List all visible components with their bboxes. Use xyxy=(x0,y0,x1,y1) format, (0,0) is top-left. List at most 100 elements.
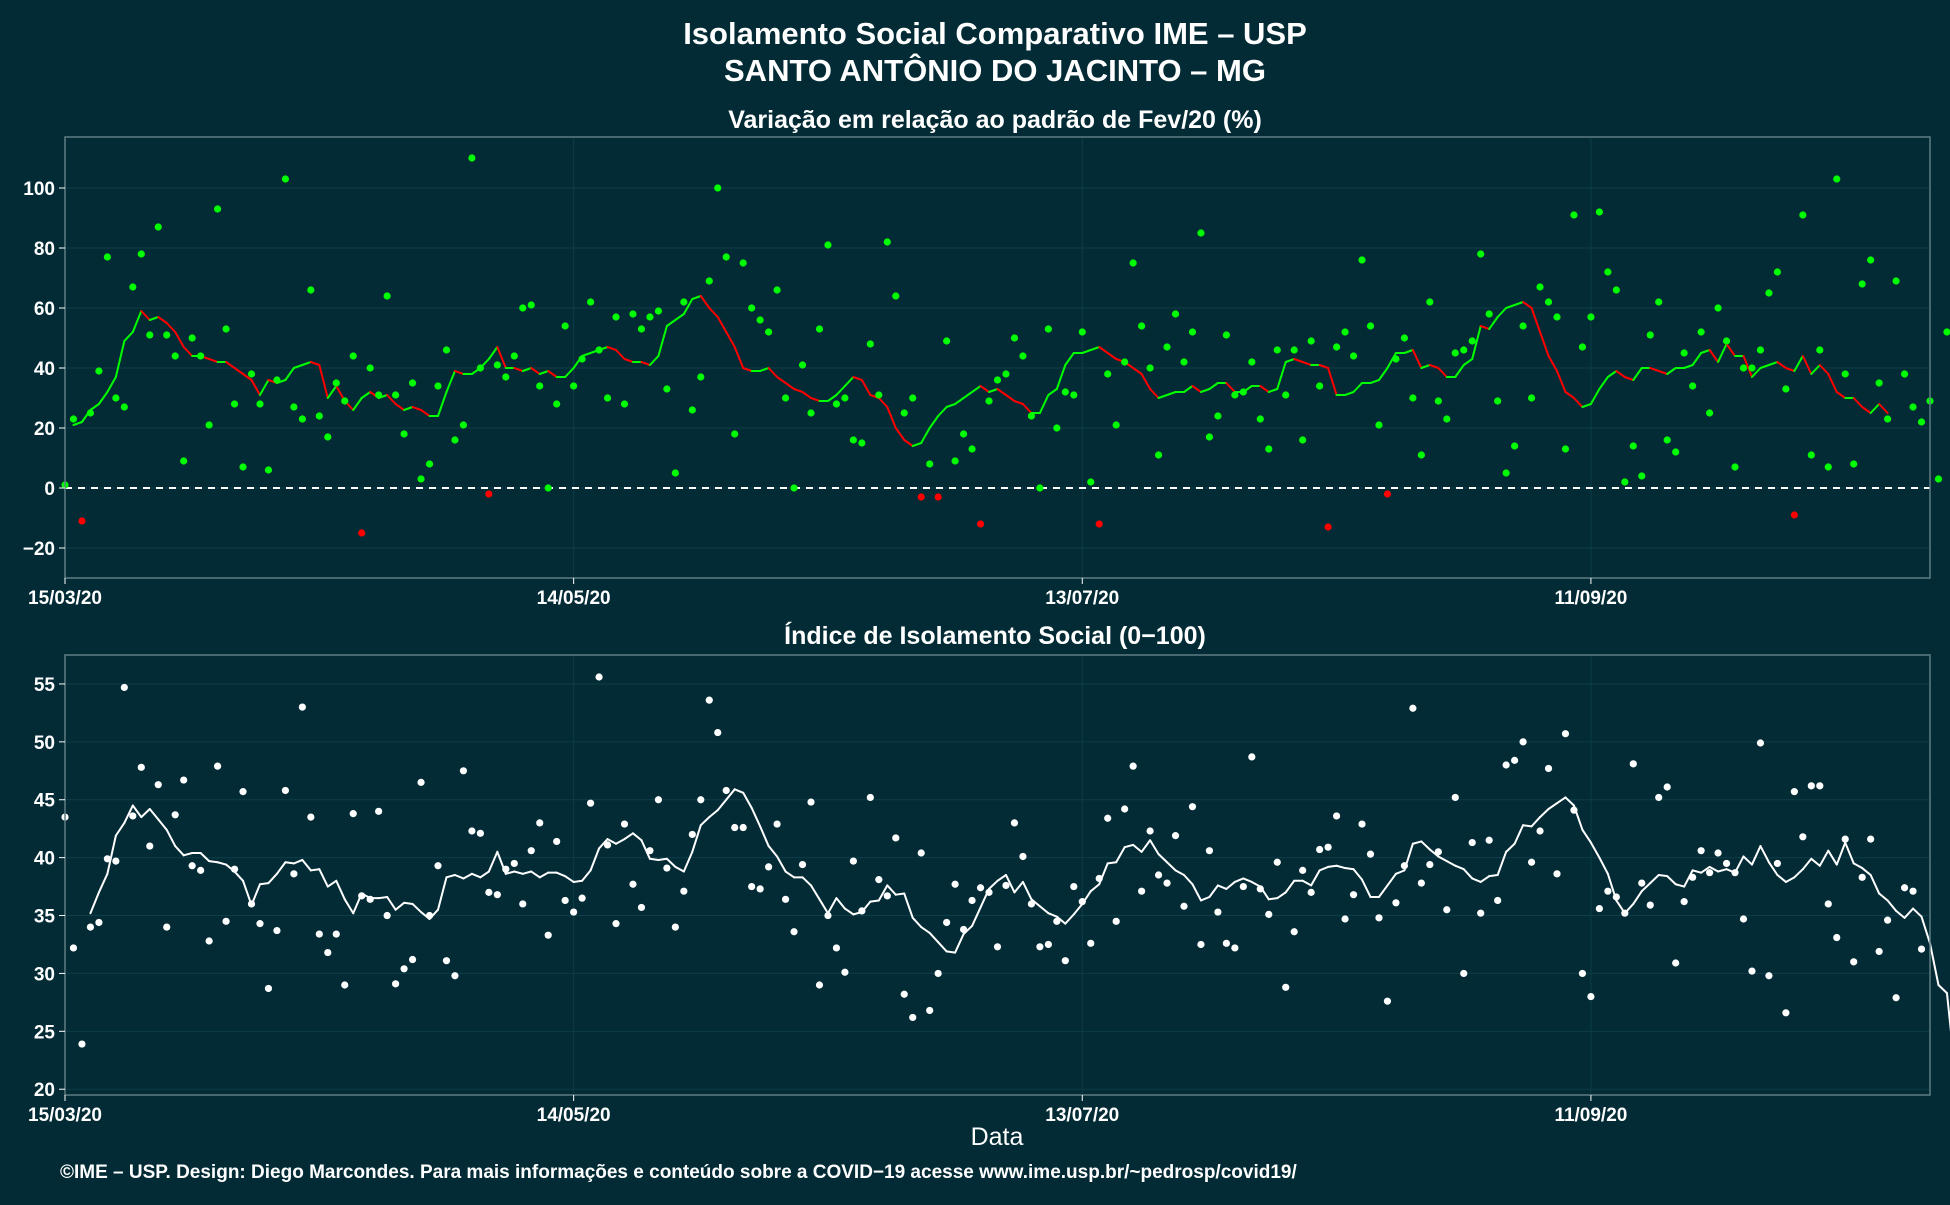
data-point xyxy=(544,484,552,492)
data-point xyxy=(875,391,883,399)
line-segment xyxy=(1208,382,1219,390)
line-segment xyxy=(301,858,312,872)
data-point xyxy=(485,490,493,498)
line-segment xyxy=(1657,370,1669,375)
data-point xyxy=(171,811,179,819)
data-point xyxy=(1248,753,1256,761)
line-segment xyxy=(1411,840,1423,845)
line-segment xyxy=(631,832,643,842)
line-segment xyxy=(1199,388,1211,393)
line-segment xyxy=(1454,364,1465,378)
line-segment xyxy=(284,367,295,381)
line-segment xyxy=(1191,385,1202,393)
line-segment xyxy=(1437,367,1448,378)
data-point xyxy=(1875,379,1883,387)
data-point xyxy=(188,334,196,342)
line-segment xyxy=(886,884,897,896)
data-point xyxy=(790,928,798,936)
data-point xyxy=(502,373,510,381)
data-point xyxy=(553,837,561,846)
data-point xyxy=(137,763,145,771)
line-segment xyxy=(1471,877,1482,883)
line-segment xyxy=(1369,379,1380,384)
data-point xyxy=(781,394,790,402)
line-segment xyxy=(1556,796,1567,805)
data-point xyxy=(1222,939,1230,947)
line-segment xyxy=(1581,828,1592,844)
line-segment xyxy=(1615,370,1626,378)
line-segment xyxy=(1725,343,1737,357)
data-point xyxy=(1722,859,1731,868)
line-segment xyxy=(971,385,982,393)
y-tick-label: 20 xyxy=(34,1080,55,1101)
data-point xyxy=(425,911,434,920)
data-point xyxy=(1722,337,1731,345)
line-segment xyxy=(1140,839,1152,853)
line-segment xyxy=(1869,874,1881,895)
data-point xyxy=(188,862,196,870)
line-segment xyxy=(1454,864,1465,871)
data-point xyxy=(993,376,1002,384)
line-segment xyxy=(962,391,974,399)
line-segment xyxy=(530,367,541,375)
line-segment xyxy=(140,310,151,321)
line-segment xyxy=(1411,349,1423,369)
data-point xyxy=(281,175,290,183)
data-point xyxy=(1434,848,1442,856)
data-point xyxy=(1502,761,1510,769)
line-segment xyxy=(292,364,304,369)
data-point xyxy=(1375,914,1383,922)
line-segment xyxy=(665,319,677,327)
data-point xyxy=(1824,463,1832,471)
data-point xyxy=(1494,397,1502,405)
y-tick-label: 60 xyxy=(34,299,55,320)
line-segment xyxy=(89,403,100,411)
line-segment xyxy=(1394,869,1406,875)
line-segment xyxy=(877,884,889,902)
line-segment xyxy=(292,858,304,865)
data-point xyxy=(1756,739,1765,747)
line-segment xyxy=(1869,403,1881,414)
data-point xyxy=(1867,835,1875,843)
data-point xyxy=(993,943,1002,951)
line-segment xyxy=(1081,349,1092,354)
line-segment xyxy=(1267,388,1279,393)
line-segment xyxy=(564,875,575,883)
data-point xyxy=(1087,478,1095,486)
data-point xyxy=(629,880,637,888)
data-point xyxy=(129,812,137,820)
line-segment xyxy=(716,798,728,812)
x-tick-label: 11/09/20 xyxy=(1554,588,1627,609)
data-point xyxy=(459,767,468,775)
line-segment xyxy=(437,876,448,911)
data-point xyxy=(739,259,747,267)
data-point xyxy=(298,703,306,711)
data-point xyxy=(1239,388,1247,396)
data-point xyxy=(1019,352,1027,360)
data-point xyxy=(281,786,290,795)
data-point xyxy=(434,382,442,390)
line-segment xyxy=(114,821,126,837)
data-point xyxy=(527,301,535,309)
data-point xyxy=(493,361,501,369)
line-segment xyxy=(1377,884,1389,898)
line-segment xyxy=(1428,848,1440,858)
line-segment xyxy=(1496,307,1508,318)
data-point xyxy=(1121,805,1129,813)
line-segment xyxy=(326,385,338,399)
data-point xyxy=(1875,947,1883,956)
data-point xyxy=(1867,256,1875,264)
data-point xyxy=(1121,358,1129,366)
data-point xyxy=(78,1040,86,1048)
data-point xyxy=(1366,322,1375,330)
line-segment xyxy=(504,870,516,875)
data-point xyxy=(968,445,976,453)
data-point xyxy=(264,984,273,993)
data-point xyxy=(264,466,273,474)
data-point xyxy=(892,834,900,842)
line-segment xyxy=(708,809,719,819)
data-point xyxy=(290,870,298,878)
data-point xyxy=(1070,882,1078,891)
